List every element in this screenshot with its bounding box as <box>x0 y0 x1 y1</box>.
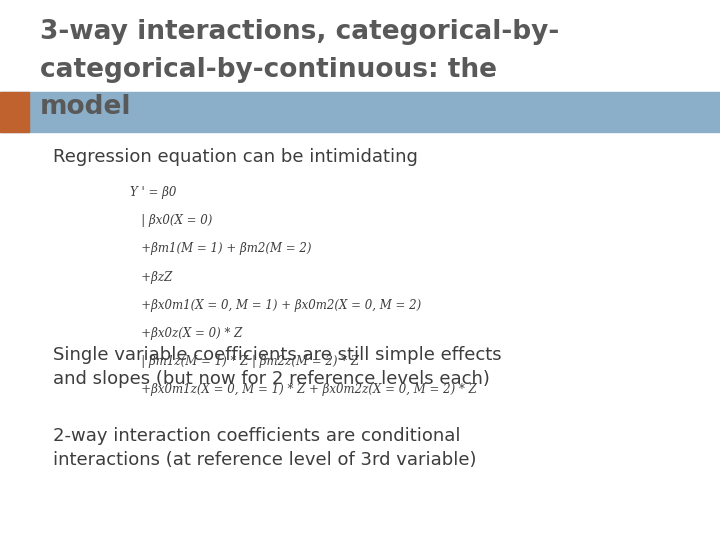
Text: +βx0m1z(X = 0, M = 1) * Z + βx0m2z(X = 0, M = 2) * Z: +βx0m1z(X = 0, M = 1) * Z + βx0m2z(X = 0… <box>130 383 477 396</box>
Text: | βm1z(M = 1) * Z | βm2z(M = 2) * Z: | βm1z(M = 1) * Z | βm2z(M = 2) * Z <box>130 355 359 368</box>
Text: Single variable coefficients are still simple effects
and slopes (but now for 2 : Single variable coefficients are still s… <box>53 346 501 388</box>
Bar <box>32 362 45 374</box>
Bar <box>32 443 45 455</box>
Text: 3-way interactions, categorical-by-: 3-way interactions, categorical-by- <box>40 19 559 45</box>
Text: Y ' = β0: Y ' = β0 <box>130 186 176 199</box>
Bar <box>0 92 720 132</box>
Text: +βx0m1(X = 0, M = 1) + βx0m2(X = 0, M = 2): +βx0m1(X = 0, M = 1) + βx0m2(X = 0, M = … <box>130 299 421 312</box>
Text: +βm1(M = 1) + βm2(M = 2): +βm1(M = 1) + βm2(M = 2) <box>130 242 311 255</box>
Bar <box>32 152 45 164</box>
Text: 2-way interaction coefficients are conditional
interactions (at reference level : 2-way interaction coefficients are condi… <box>53 427 476 469</box>
Text: categorical-by-continuous: the: categorical-by-continuous: the <box>40 57 497 83</box>
Text: +βzZ: +βzZ <box>130 271 172 284</box>
Text: | βx0(X = 0): | βx0(X = 0) <box>130 214 212 227</box>
Bar <box>0 92 29 132</box>
Text: +βx0z(X = 0) * Z: +βx0z(X = 0) * Z <box>130 327 242 340</box>
Text: model: model <box>40 94 131 120</box>
Text: Regression equation can be intimidating: Regression equation can be intimidating <box>53 147 418 166</box>
